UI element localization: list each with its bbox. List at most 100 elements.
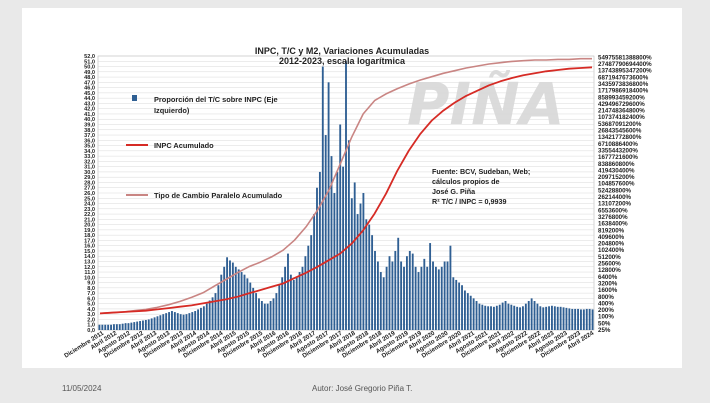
bar <box>501 302 504 330</box>
bar <box>353 182 356 330</box>
bar <box>345 61 347 331</box>
left-tick-label: 37,0 <box>84 133 95 139</box>
bar <box>405 256 408 330</box>
bar <box>139 321 141 330</box>
right-tick-label: 53687091200% <box>598 121 642 128</box>
bar <box>281 277 284 330</box>
right-tick-label: 6871947673600% <box>598 74 649 81</box>
left-tick-label: 16,0 <box>84 244 95 250</box>
left-tick-label: 5,0 <box>87 302 95 308</box>
bar <box>362 193 365 330</box>
bar <box>513 305 516 330</box>
bar <box>217 285 220 330</box>
bar <box>240 272 243 330</box>
bar <box>197 309 199 330</box>
bar <box>368 224 371 330</box>
bar <box>272 298 275 330</box>
bar <box>179 314 182 330</box>
left-tick-label: 34,0 <box>84 149 95 155</box>
bar <box>585 308 588 330</box>
left-tick-label: 8,0 <box>87 286 95 292</box>
left-tick-label: 41,0 <box>84 112 95 118</box>
bar <box>156 316 159 330</box>
bar <box>289 274 292 330</box>
left-tick-label: 10,0 <box>84 275 95 281</box>
bar <box>429 243 432 330</box>
bar <box>493 306 495 330</box>
left-tick-label: 27,0 <box>84 186 95 192</box>
bar <box>388 256 391 330</box>
right-tick-label: 6553600% <box>598 207 628 214</box>
bar <box>287 253 289 330</box>
bar <box>498 304 501 330</box>
right-axis: 25%50%100%200%400%800%1600%3200%6400%128… <box>598 54 652 334</box>
left-tick-label: 49,0 <box>84 70 95 76</box>
left-tick-label: 1,0 <box>87 323 95 329</box>
bar <box>574 308 577 330</box>
bar <box>307 245 310 330</box>
right-tick-label: 27487790694400% <box>598 61 652 68</box>
bar <box>524 303 527 330</box>
left-tick-label: 23,0 <box>84 207 95 213</box>
bar <box>371 235 374 330</box>
left-tick-label: 14,0 <box>84 254 95 260</box>
left-tick-label: 29,0 <box>84 175 95 181</box>
bar <box>237 269 240 330</box>
bar <box>298 272 301 330</box>
bar <box>252 287 255 330</box>
bar <box>414 266 417 330</box>
left-tick-label: 50,0 <box>84 65 95 71</box>
right-tick-label: 13107200% <box>598 201 632 208</box>
left-tick-label: 15,0 <box>84 249 95 255</box>
bar <box>220 274 223 330</box>
bar <box>214 293 217 330</box>
left-tick-label: 17,0 <box>84 238 95 244</box>
bar <box>487 306 490 330</box>
bar <box>553 306 556 330</box>
bar <box>165 313 168 330</box>
bar <box>263 303 266 330</box>
left-tick-label: 52,0 <box>84 54 95 60</box>
bar <box>434 266 437 330</box>
left-tick-label: 32,0 <box>84 159 95 165</box>
bar <box>481 304 484 330</box>
bar <box>376 261 379 330</box>
left-tick-label: 45,0 <box>84 91 95 97</box>
bar <box>269 301 272 330</box>
bar <box>200 307 202 330</box>
bar <box>397 237 400 330</box>
bar <box>443 261 446 330</box>
right-tick-label: 6400% <box>598 274 618 281</box>
bar <box>478 303 481 330</box>
bar <box>548 306 550 330</box>
bar <box>350 198 353 330</box>
bar <box>255 293 258 330</box>
right-tick-label: 800% <box>598 294 614 301</box>
annotation-line: R² T/C / INPC = 0,9939 <box>432 197 507 206</box>
bar <box>522 306 524 330</box>
right-tick-label: 102400% <box>598 247 625 254</box>
left-tick-label: 0,0 <box>87 328 95 334</box>
bar <box>113 324 115 330</box>
bar <box>359 203 362 330</box>
legend-label: Izquierdo) <box>154 106 190 115</box>
bar <box>176 313 179 330</box>
right-tick-label: 204800% <box>598 241 625 248</box>
right-tick-label: 52428800% <box>598 187 632 194</box>
bar <box>530 298 533 330</box>
left-tick-label: 51,0 <box>84 59 95 65</box>
bar <box>591 309 594 330</box>
bar <box>342 166 345 330</box>
bar <box>455 279 458 330</box>
bar <box>327 82 330 330</box>
bar <box>133 322 136 330</box>
bar <box>423 258 426 330</box>
bar <box>403 266 405 330</box>
bar <box>536 303 539 330</box>
legend: Proporción del T/C sobre INPC (Eje Izquie… <box>126 95 283 200</box>
bar <box>260 301 263 330</box>
bar <box>246 278 249 330</box>
bar <box>365 219 368 330</box>
right-tick-label: 13743895347200% <box>598 68 652 75</box>
left-tick-label: 20,0 <box>84 223 95 229</box>
